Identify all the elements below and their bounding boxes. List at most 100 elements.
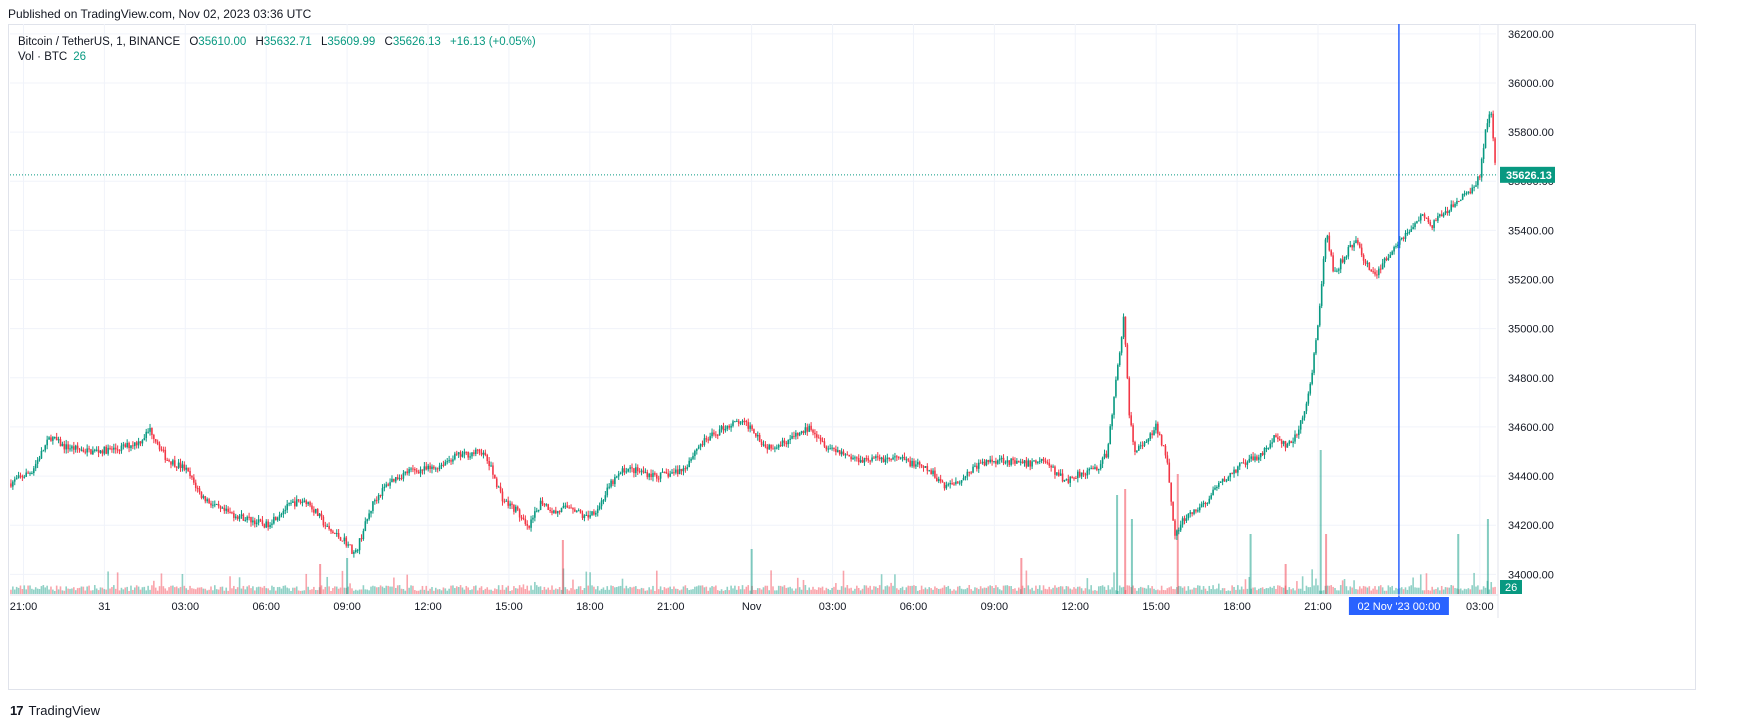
volume-spike [1249, 534, 1252, 594]
volume-bar [705, 586, 708, 594]
volume-bar [682, 586, 685, 594]
volume-bar [779, 585, 782, 594]
tradingview-footer[interactable]: 17 TradingView [10, 703, 100, 718]
candle-body [471, 452, 473, 457]
candle-body [1397, 244, 1399, 247]
volume-bar [179, 586, 182, 594]
volume-bar [1214, 589, 1216, 594]
volume-bar [730, 585, 732, 594]
volume-bar [50, 586, 52, 594]
candle-body [1360, 247, 1363, 255]
volume-bar [1459, 588, 1462, 594]
candle-body [936, 477, 938, 482]
candle-body [326, 525, 329, 527]
volume-bar [335, 586, 338, 594]
volume-bar [1332, 586, 1334, 594]
symbol-legend[interactable]: Bitcoin / TetherUS, 1, BINANCE O35610.00… [18, 34, 536, 50]
candle-body [1183, 518, 1186, 521]
candle-body [1250, 456, 1252, 459]
candle-body [695, 448, 698, 451]
volume-bar [640, 587, 643, 594]
candle-body [377, 495, 380, 501]
candle-body [770, 444, 772, 449]
candle-body [896, 456, 898, 458]
chart-frame[interactable] [8, 24, 1696, 690]
volume-bar [61, 590, 64, 594]
volume-bar [84, 590, 87, 594]
candle-body [322, 516, 325, 526]
volume-bar [800, 589, 803, 594]
candle-body [736, 420, 738, 422]
volume-bar [722, 590, 725, 594]
volume-bar [1376, 589, 1378, 594]
volume-bar [23, 585, 26, 594]
volume-bar [93, 585, 96, 594]
time-tick-label: 21:00 [657, 601, 685, 613]
volume-bar [1223, 588, 1226, 594]
candle-body [1177, 530, 1180, 532]
volume-bar [623, 588, 626, 594]
candle-body [617, 473, 620, 477]
volume-bar [269, 590, 271, 594]
volume-bar [124, 587, 127, 594]
volume-bar [1484, 587, 1487, 594]
volume-bar [951, 590, 953, 594]
volume-bar [545, 589, 548, 594]
volume-bar [768, 590, 770, 594]
candle-body [949, 483, 951, 485]
candle-body [1303, 411, 1306, 418]
candle-body [324, 525, 327, 527]
volume-bar [661, 590, 664, 594]
candle-body [776, 447, 778, 449]
volume-bar [1145, 588, 1148, 594]
volume-bar [930, 588, 932, 594]
candle-body [1389, 254, 1392, 258]
candle-body [930, 470, 932, 475]
candle-body [53, 436, 56, 438]
candle-body [92, 450, 94, 455]
candle-body [488, 461, 490, 467]
candle-body [1107, 444, 1110, 458]
candle-body [1208, 498, 1211, 504]
candle-body [135, 442, 138, 446]
volume-bar [1328, 585, 1331, 594]
volume-bar [970, 589, 972, 594]
volume-bar [454, 588, 456, 594]
volume-bar [495, 589, 498, 594]
volume-bar [918, 590, 921, 594]
volume-bar [1473, 572, 1475, 594]
candle-body [911, 460, 913, 467]
volume-bar [1096, 590, 1098, 594]
candle-body [661, 471, 664, 473]
candle-body [1296, 434, 1298, 436]
candle-body [680, 468, 683, 472]
volume-bar [377, 587, 380, 594]
candle-body [364, 521, 367, 531]
volume-bar [391, 586, 393, 594]
candle-body [1482, 148, 1485, 159]
volume-spike [1284, 564, 1287, 594]
volume-bar [814, 589, 816, 594]
volume-bar [132, 589, 134, 594]
candle-body [652, 473, 654, 478]
candle-body [440, 464, 443, 466]
candle-body [777, 445, 780, 448]
volume-bar [741, 585, 744, 594]
candle-body [1059, 473, 1062, 476]
volume-bar [716, 590, 719, 594]
candle-body [545, 504, 548, 506]
candle-body [1040, 458, 1043, 461]
candle-body [593, 511, 595, 515]
volume-bar [309, 589, 311, 594]
candle-body [1454, 203, 1456, 207]
candle-body [1172, 501, 1174, 521]
volume-legend[interactable]: Vol · BTC 26 [18, 51, 86, 63]
volume-bar [164, 588, 167, 594]
candle-body [410, 468, 412, 470]
candle-body [398, 478, 401, 480]
volume-bar [652, 585, 654, 594]
candle-body [539, 500, 542, 510]
volume-bar [311, 589, 313, 594]
candle-body [61, 443, 64, 447]
